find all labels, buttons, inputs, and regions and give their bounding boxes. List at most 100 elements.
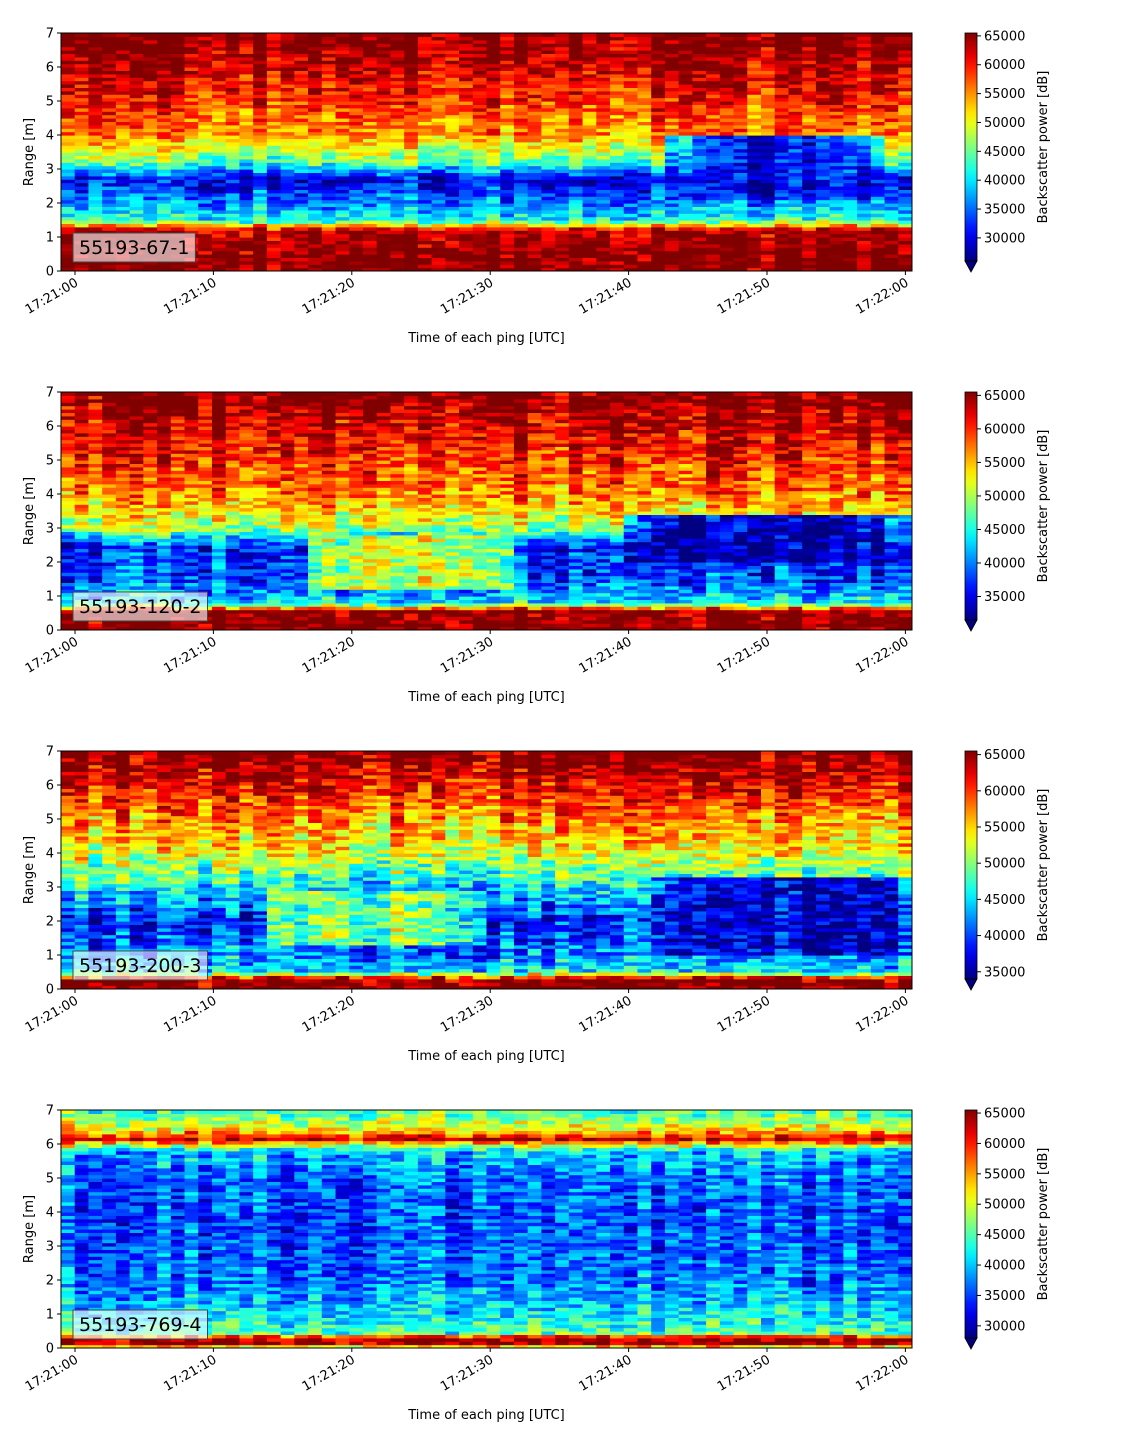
colorbar: 30000 35000 40000 45000 50000 55000 60000 65000… [964,29,1051,273]
panel-label-box [72,1309,208,1340]
colorbar-gradient [965,1110,977,1338]
panel-label-text: 55193-200-3 [79,955,202,977]
y-tick-label: 4 [46,129,54,144]
x-tick-label: 17:21:40 [577,1352,635,1394]
heatmap [61,751,912,989]
colorbar-tick-label: 45000 [984,145,1025,160]
colorbar-tick-label: 35000 [984,965,1025,980]
panel-label-box [72,591,208,622]
x-tick-label: 17:21:00 [23,275,81,317]
colorbar-tick-label: 65000 [984,748,1025,763]
colorbar-tick-label: 60000 [984,58,1025,73]
colorbar-tick-label: 45000 [984,1228,1025,1243]
colorbar-extend-arrow [964,1337,978,1350]
panel-label-text: 55193-67-1 [79,237,189,259]
y-tick-label: 0 [46,983,54,998]
colorbar-tick-label: 65000 [984,29,1025,44]
y-tick-label: 4 [46,488,54,503]
x-axis-label: Time of each ping [UTC] [407,1049,565,1064]
panel-label-box [72,950,208,981]
x-tick-label: 17:21:10 [161,1352,219,1394]
y-tick-label: 2 [46,556,54,571]
colorbar-label: Backscatter power [dB] [1036,430,1051,583]
colorbar-gradient [965,33,977,261]
y-tick-label: 2 [46,197,54,212]
x-tick-label: 17:22:00 [853,634,911,676]
y-tick-label: 4 [46,847,54,862]
colorbar-frame [964,391,978,621]
y-tick-label: 6 [46,420,54,435]
y-tick-label: 7 [46,386,54,401]
x-tick-label: 17:21:20 [300,993,358,1035]
colorbar-tick-label: 35000 [984,1289,1025,1304]
colorbar-tick-label: 35000 [984,203,1025,218]
y-tick-label: 0 [46,265,54,280]
x-axis-label: Time of each ping [UTC] [407,690,565,705]
x-tick-label: 17:21:00 [23,993,81,1035]
x-tick-label: 17:21:30 [438,634,496,676]
panel-label: 55193-200-3 [72,950,208,981]
colorbar-tick-label: 40000 [984,1259,1025,1274]
x-tick-label: 17:21:30 [438,993,496,1035]
colorbar-frame [964,750,978,980]
y-axis-label: Range [m] [22,477,37,545]
axes-frame [60,750,913,990]
colorbar-tick-label: 60000 [984,422,1025,437]
colorbar-tick-label: 50000 [984,857,1025,872]
y-tick-label: 1 [46,590,54,605]
colorbar-extend-arrow [964,260,978,273]
x-tick-label: 17:21:50 [715,634,773,676]
panel-4: 0 1 2 3 4 5 6 7 Range [m] 17:21:00 17:21:10 17:21:2… [22,1104,1051,1424]
x-tick-label: 17:21:50 [715,275,773,317]
colorbar-tick-label: 50000 [984,489,1025,504]
x-axis-label: Time of each ping [UTC] [407,1408,565,1423]
colorbar-tick-label: 40000 [984,557,1025,572]
y-axis-label: Range [m] [22,1195,37,1263]
panel-label: 55193-769-4 [72,1309,208,1340]
x-tick-label: 17:21:10 [161,634,219,676]
y-tick-label: 1 [46,231,54,246]
colorbar-tick-label: 45000 [984,523,1025,538]
x-tick-label: 17:21:50 [715,993,773,1035]
y-tick-label: 3 [46,881,54,896]
colorbar-tick-label: 30000 [984,231,1025,246]
panel-2: 0 1 2 3 4 5 6 7 Range [m] 17:21:00 17:21:10 17:21:2… [22,386,1051,706]
heatmap [61,392,912,630]
x-tick-label: 17:21:30 [438,1352,496,1394]
y-tick-label: 2 [46,915,54,930]
colorbar-extend-arrow [964,978,978,991]
x-tick-label: 17:21:10 [161,993,219,1035]
y-tick-label: 6 [46,61,54,76]
y-tick-label: 0 [46,1342,54,1357]
axes-frame [60,1109,913,1349]
x-tick-label: 17:22:00 [853,1352,911,1394]
axes-frame [60,32,913,272]
panel-label: 55193-120-2 [72,591,208,622]
colorbar-tick-label: 35000 [984,590,1025,605]
colorbar-tick-label: 55000 [984,87,1025,102]
y-tick-label: 1 [46,1308,54,1323]
y-tick-label: 6 [46,779,54,794]
colorbar: 35000 40000 45000 50000 55000 60000 65000 Backs… [964,389,1051,632]
colorbar-tick-label: 60000 [984,1137,1025,1152]
x-axis-label: Time of each ping [UTC] [407,331,565,346]
x-tick-label: 17:21:40 [577,634,635,676]
colorbar-tick-label: 50000 [984,116,1025,131]
x-tick-label: 17:21:20 [300,634,358,676]
panel-label: 55193-67-1 [72,232,196,263]
y-tick-label: 7 [46,745,54,760]
colorbar-tick-label: 45000 [984,893,1025,908]
panel-label-text: 55193-769-4 [79,1314,202,1336]
y-tick-label: 1 [46,949,54,964]
y-tick-label: 7 [46,1104,54,1119]
axes-frame [60,391,913,631]
y-tick-label: 2 [46,1274,54,1289]
x-tick-label: 17:21:20 [300,275,358,317]
panel-3: 0 1 2 3 4 5 6 7 Range [m] 17:21:00 17:21:10 17:21:2… [22,745,1051,1065]
y-tick-label: 5 [46,1172,54,1187]
colorbar-frame [964,1109,978,1339]
x-tick-label: 17:22:00 [853,275,911,317]
colorbar-label: Backscatter power [dB] [1036,789,1051,942]
colorbar-frame [964,32,978,262]
